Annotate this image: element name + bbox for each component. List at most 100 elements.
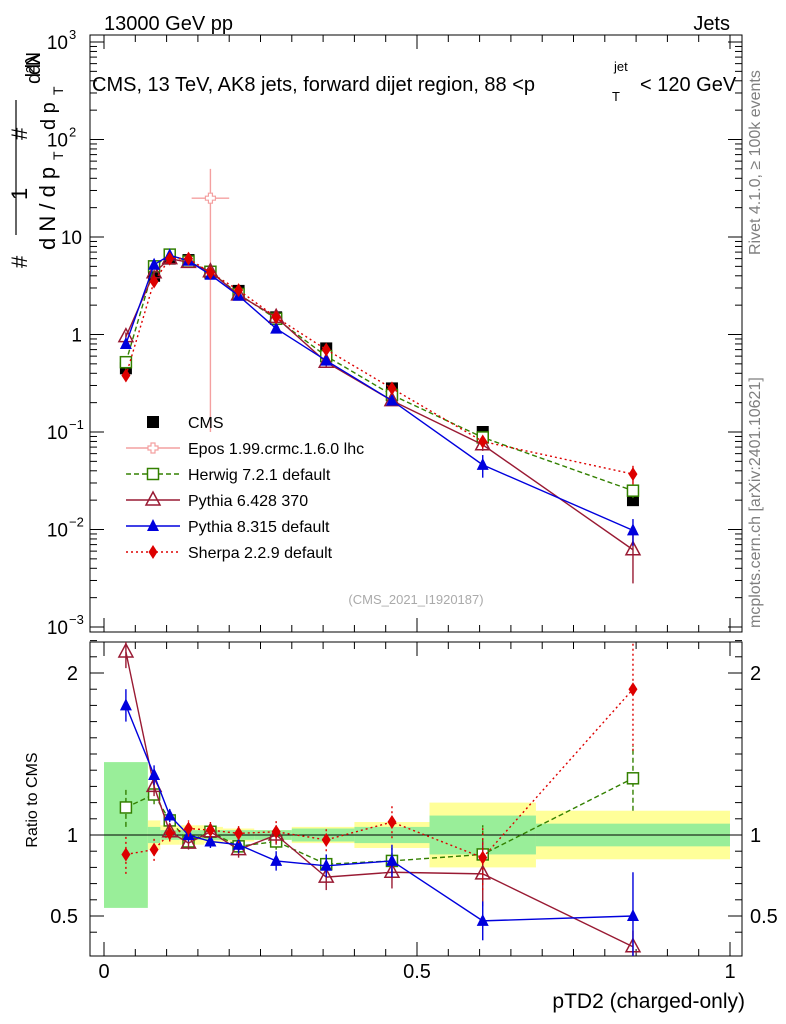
analysis-id: (CMS_2021_I1920187) (348, 592, 483, 607)
ylabel-hash2: # (7, 127, 32, 140)
series-point (205, 823, 215, 838)
y-tick-base: 10 (47, 521, 68, 542)
legend-label: Pythia 8.315 default (188, 519, 330, 536)
series-point (165, 826, 175, 841)
series-point (119, 801, 133, 814)
ratio-y-tick-label-right: 0.5 (750, 906, 778, 928)
ratio-line (125, 651, 634, 948)
legend-label: Pythia 6.428 370 (188, 493, 308, 510)
main-y-tick-label: 1 (71, 326, 82, 347)
y-tick-exp: −1 (69, 417, 84, 432)
title-sub: T (612, 89, 620, 104)
y-tick-exp: −3 (69, 612, 84, 627)
series-point (204, 834, 217, 847)
legend-label: Sherpa 2.2.9 default (188, 545, 333, 562)
data-point (626, 494, 639, 507)
main-y-tick-label: 10 3 (47, 27, 76, 54)
series-line (125, 257, 634, 475)
main-y-tick-label: 10 (61, 228, 82, 249)
series-point (204, 192, 217, 204)
ylabel-dn: d N / d p (35, 167, 60, 250)
y-tick-exp: −2 (69, 515, 84, 530)
series-point (119, 698, 132, 711)
y-tick-base: 10 (61, 228, 82, 249)
series-point (320, 858, 333, 871)
main-series (117, 168, 642, 584)
ratio-y-tick-label: 2 (67, 663, 78, 685)
series-point (121, 847, 131, 862)
ylabel-dpt: d p (38, 102, 60, 130)
ylabel-one: 1 (7, 188, 32, 200)
y-tick-base: 10 (47, 33, 68, 54)
series-point (163, 808, 176, 821)
series-point (476, 457, 489, 470)
series-point (628, 467, 638, 482)
process-label: 13000 GeV pp (104, 13, 233, 35)
series-point (626, 484, 640, 497)
series-point (385, 853, 398, 866)
series-point (626, 909, 639, 921)
series-point (184, 821, 194, 836)
legend-label: CMS (188, 415, 224, 432)
series-point (476, 913, 489, 926)
series-point (271, 824, 281, 839)
rivet-label: Rivet 4.1.0, ≥ 100k events (747, 70, 764, 255)
title-post: < 120 GeV (640, 74, 737, 96)
legend-entry: Pythia 8.315 default (126, 519, 330, 536)
legend-entry: CMS (147, 415, 224, 432)
y-tick-base: 10 (47, 423, 68, 444)
series-point (180, 833, 197, 849)
series-point (121, 368, 131, 383)
ratio-y-tick-label: 0.5 (50, 906, 78, 928)
series-point (624, 540, 642, 556)
series-point (628, 682, 638, 697)
ratio-ylabel: Ratio to CMS (24, 752, 41, 847)
y-tick-base: 10 (47, 131, 68, 152)
series-point (626, 523, 639, 536)
series-point (270, 321, 283, 334)
series-point (144, 490, 162, 506)
legend-entry: Herwig 7.2.1 default (126, 467, 331, 484)
main-y-tick-label: 10 −1 (47, 417, 84, 444)
ratio-axes: 0.5 0.5 1 1 2 2 0 0.5 1 (50, 640, 778, 983)
main-y-tick-label: 10 −2 (47, 515, 84, 542)
y-axis-label: # 1 d N / d p T # d p T d²N dλ (7, 52, 66, 268)
series-point (149, 842, 159, 857)
ratio-series-pythia (119, 689, 639, 956)
series-point (478, 850, 488, 865)
series-point (147, 442, 159, 454)
cross-marker (204, 192, 217, 204)
ylabel-dpt-sub: T (50, 86, 66, 95)
series-point (387, 815, 397, 830)
series-line (125, 254, 634, 531)
ylabel-d2n: d²N (23, 52, 45, 84)
y-tick-base: 10 (47, 618, 68, 639)
series-point (626, 772, 640, 785)
series-point (385, 393, 398, 406)
series-point (232, 837, 245, 850)
main-y-tick-label: 10 2 (47, 125, 76, 152)
series-epos (191, 168, 230, 432)
series-herwig (119, 248, 640, 499)
series-point (117, 642, 135, 658)
series-point (184, 251, 194, 266)
legend-label: Epos 1.99.crmc.1.6.0 lhc (188, 441, 364, 458)
ratio-series-herwig (119, 745, 640, 884)
series-point (387, 381, 397, 396)
series-point (149, 274, 159, 289)
series-point (320, 353, 333, 366)
series-sherpa (121, 251, 638, 485)
series-point (148, 545, 158, 559)
x-axis-label: pTD2 (charged-only) (552, 990, 745, 1013)
series-point (146, 467, 160, 481)
data-point (147, 416, 159, 428)
series-point (474, 435, 491, 451)
ylabel-dlambda: dλ (23, 54, 45, 75)
ratio-y-tick-label-right: 1 (750, 825, 761, 847)
legend-entry: Pythia 6.428 370 (126, 490, 308, 510)
legend: CMS Epos 1.99.crmc.1.6.0 lhc Herwig 7.2.1 … (126, 415, 364, 562)
series-point (317, 867, 335, 883)
series-point (148, 257, 161, 270)
y-tick-exp: 3 (69, 27, 76, 42)
